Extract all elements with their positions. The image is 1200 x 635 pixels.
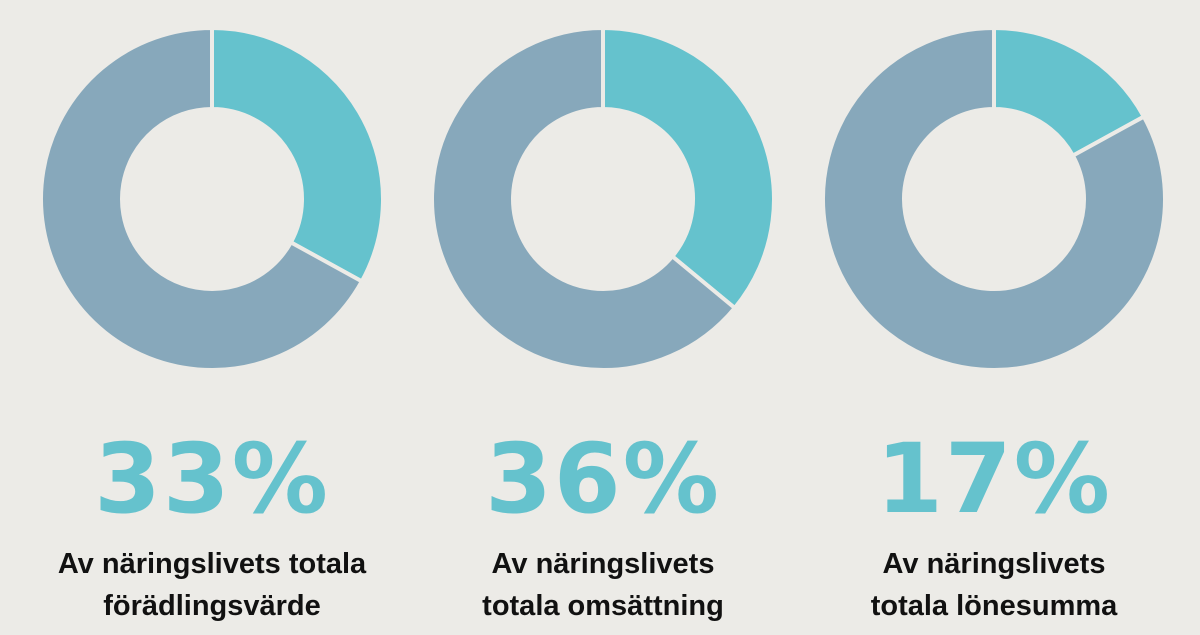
- value-label: 33%: [94, 423, 330, 535]
- caption: förädlingsvärde: [103, 590, 321, 622]
- caption: Av näringslivets: [883, 548, 1106, 580]
- slice: [821, 25, 1167, 372]
- slice: [39, 25, 365, 372]
- value-label: 17%: [876, 423, 1112, 535]
- caption: Av näringslivets: [492, 548, 715, 580]
- slice: [210, 25, 385, 285]
- slice: [601, 25, 776, 311]
- caption: totala lönesumma: [871, 590, 1118, 622]
- value-label: 36%: [485, 423, 721, 535]
- slice: [430, 25, 738, 372]
- caption: Av näringslivets totala: [58, 548, 367, 580]
- caption: totala omsättning: [482, 590, 724, 622]
